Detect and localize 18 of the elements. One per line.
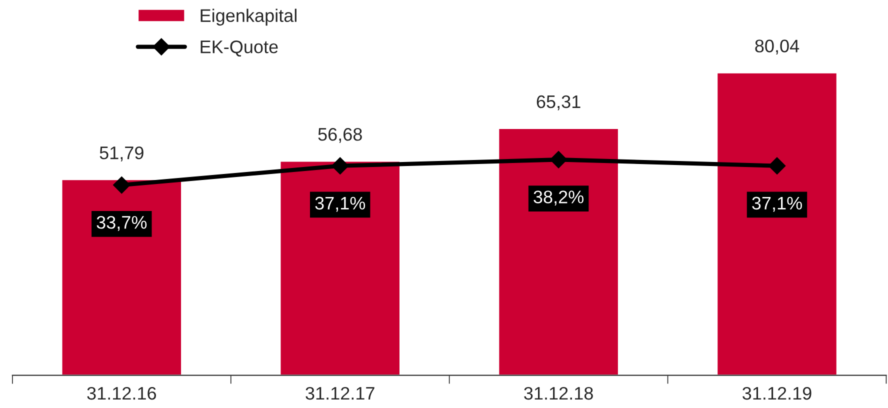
x-tick-label: 31.12.19 bbox=[742, 386, 812, 400]
legend-label: EK-Quote bbox=[200, 40, 278, 57]
bar bbox=[498, 128, 620, 376]
data-label: 65,31 bbox=[536, 95, 580, 110]
data-label: 33,7% bbox=[96, 216, 147, 231]
legend-label: Eigenkapital bbox=[200, 8, 296, 26]
bar bbox=[716, 72, 838, 376]
bar bbox=[60, 178, 182, 376]
data-label: 51,79 bbox=[100, 146, 144, 162]
x-tick-label: 31.12.16 bbox=[87, 386, 156, 400]
data-label: 80,04 bbox=[755, 40, 800, 55]
bar bbox=[279, 160, 401, 376]
data-label: 56,68 bbox=[318, 128, 362, 143]
data-label: 37,1% bbox=[752, 196, 802, 212]
x-tick-label: 31.12.17 bbox=[306, 386, 374, 400]
data-label: 37,1% bbox=[315, 196, 366, 212]
x-tick-label: 31.12.18 bbox=[524, 386, 593, 400]
data-label: 38,2% bbox=[534, 190, 584, 206]
